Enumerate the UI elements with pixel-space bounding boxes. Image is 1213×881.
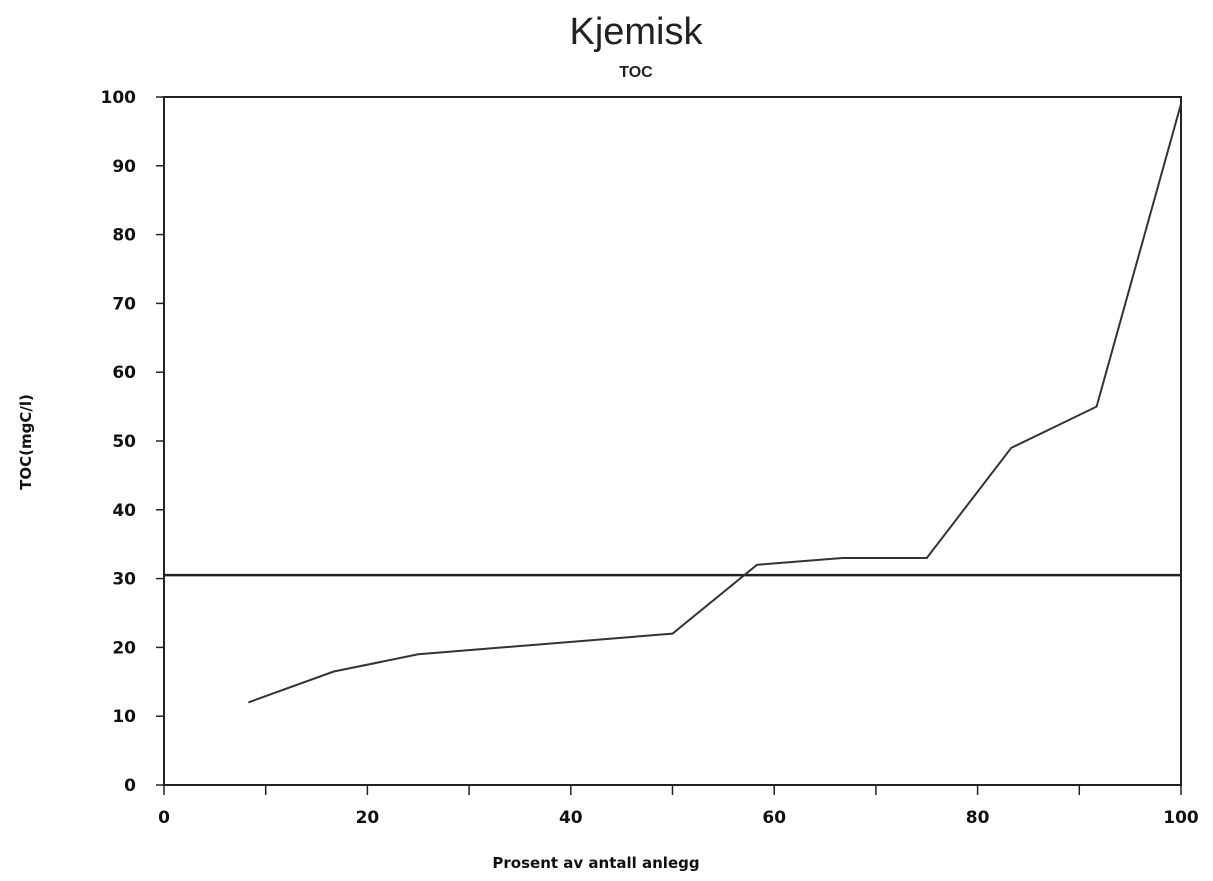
y-tick-label: 70 <box>112 294 136 314</box>
y-tick-label: 50 <box>112 432 136 452</box>
y-tick-label: 80 <box>112 226 136 246</box>
y-tick-label: 30 <box>112 570 136 590</box>
x-tick-label: 60 <box>762 808 786 828</box>
x-axis-label: Prosent av antall anlegg <box>492 854 699 872</box>
y-tick-label: 0 <box>124 776 136 796</box>
chart-subtitle: TOC <box>619 64 653 81</box>
x-tick-label: 80 <box>966 808 990 828</box>
plot-area: 0 10 20 30 40 50 60 70 80 90 100 0 20 40 60 80 100 <box>101 88 1199 828</box>
x-tick-label: 40 <box>559 808 583 828</box>
chart-title: Kjemisk <box>569 11 703 53</box>
y-tick-label: 10 <box>112 707 136 727</box>
x-tick-label: 20 <box>356 808 380 828</box>
series-line <box>248 103 1182 704</box>
plot-frame <box>163 96 1182 786</box>
y-axis-label: TOC(mgC/l) <box>17 394 35 490</box>
y-tick-label: 100 <box>101 88 137 108</box>
x-tick-label: 100 <box>1163 808 1199 828</box>
x-tick-label: 0 <box>158 808 170 828</box>
y-tick-label: 60 <box>112 363 136 383</box>
y-tick-label: 90 <box>112 157 136 177</box>
y-tick-label: 20 <box>112 638 136 658</box>
y-tick-label: 40 <box>112 501 136 521</box>
